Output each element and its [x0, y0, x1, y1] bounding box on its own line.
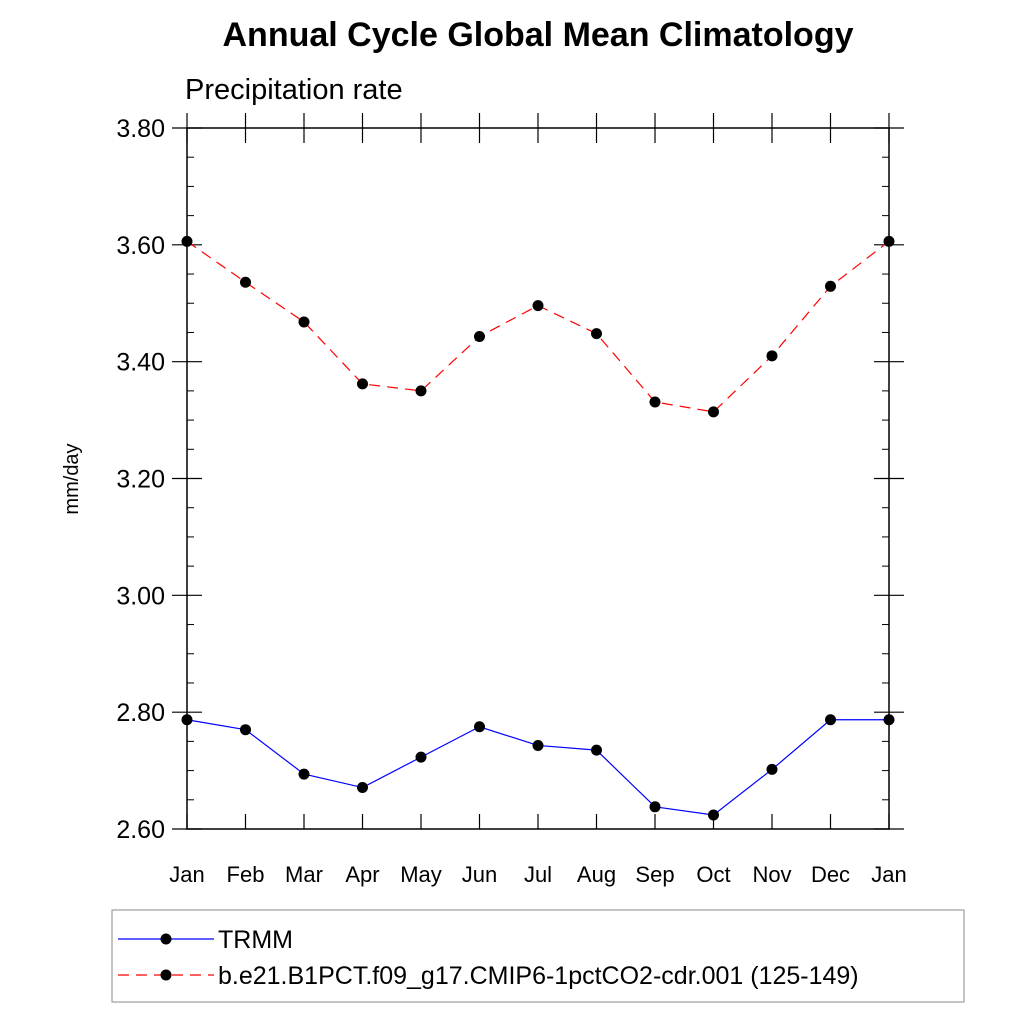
data-point	[415, 385, 427, 397]
data-point	[649, 801, 661, 813]
y-tick-label: 2.80	[116, 699, 165, 727]
chart-subtitle: Precipitation rate	[185, 74, 403, 106]
data-point	[825, 280, 836, 292]
x-tick-label: Mar	[285, 862, 323, 887]
x-tick-label: Oct	[696, 862, 730, 887]
axes: 2.60 2.80 3.00 3.20 3.40 3.60 3.80 Jan Feb Mar Apr…	[116, 113, 907, 887]
y-tick-label: 3.20	[116, 466, 165, 494]
legend-entries: TRMM b.e21.B1PCT.f09_g17.CMIP6-1pctCO2-cd…	[118, 926, 859, 990]
data-series	[181, 235, 895, 821]
data-point	[591, 328, 602, 340]
data-point	[415, 751, 427, 763]
data-point	[298, 316, 310, 328]
legend-entry-1: TRMM	[118, 926, 293, 954]
x-tick-label: Feb	[227, 862, 265, 887]
data-point	[883, 714, 895, 726]
data-point	[357, 782, 368, 794]
series-1	[181, 714, 895, 821]
y-tick-label: 3.80	[116, 115, 165, 143]
y-tick-label: 3.00	[116, 582, 165, 610]
x-tick-label: Dec	[811, 862, 850, 887]
data-point	[240, 724, 251, 736]
x-tick-label: May	[400, 862, 442, 887]
legend-marker	[160, 969, 172, 981]
x-tick-label: Jun	[462, 862, 497, 887]
series-line	[186, 719, 889, 816]
y-tick-label: 3.40	[116, 349, 165, 377]
legend-box	[111, 909, 965, 1003]
legend-label: b.e21.B1PCT.f09_g17.CMIP6-1pctCO2-cdr.00…	[218, 962, 859, 990]
x-tick-label: Apr	[345, 862, 379, 887]
x-tick-label: Aug	[577, 862, 616, 887]
x-tick-label: Jan	[871, 862, 906, 887]
x-tick-label: Jul	[524, 862, 552, 887]
data-point	[766, 350, 778, 362]
series-line	[186, 240, 890, 413]
data-point	[474, 331, 485, 343]
chart-title: Annual Cycle Global Mean Climatology	[223, 16, 854, 54]
legend-label: TRMM	[218, 926, 293, 954]
data-point	[708, 406, 719, 418]
data-point	[708, 809, 719, 821]
data-point	[649, 396, 661, 408]
data-point	[181, 714, 193, 726]
x-tick-label: Sep	[635, 862, 674, 887]
plot-frame	[186, 127, 890, 830]
data-point	[298, 768, 310, 780]
data-point	[532, 300, 544, 312]
legend-entry-2: b.e21.B1PCT.f09_g17.CMIP6-1pctCO2-cdr.00…	[118, 962, 859, 990]
data-point	[825, 714, 836, 726]
y-tick-label: 3.60	[116, 232, 165, 260]
data-point	[181, 235, 193, 247]
y-tick-label: 2.60	[116, 816, 165, 844]
data-point	[591, 744, 602, 756]
data-point	[766, 763, 778, 775]
data-point	[357, 378, 368, 390]
data-point	[883, 235, 895, 247]
legend-marker	[160, 933, 172, 945]
x-tick-label: Nov	[752, 862, 791, 887]
data-point	[532, 739, 544, 751]
series-2	[181, 235, 895, 418]
data-point	[240, 276, 251, 288]
y-axis-label: mm/day	[61, 443, 83, 514]
legend: TRMM b.e21.B1PCT.f09_g17.CMIP6-1pctCO2-cd…	[111, 909, 965, 1003]
data-point	[474, 721, 485, 733]
x-tick-label: Jan	[169, 862, 204, 887]
